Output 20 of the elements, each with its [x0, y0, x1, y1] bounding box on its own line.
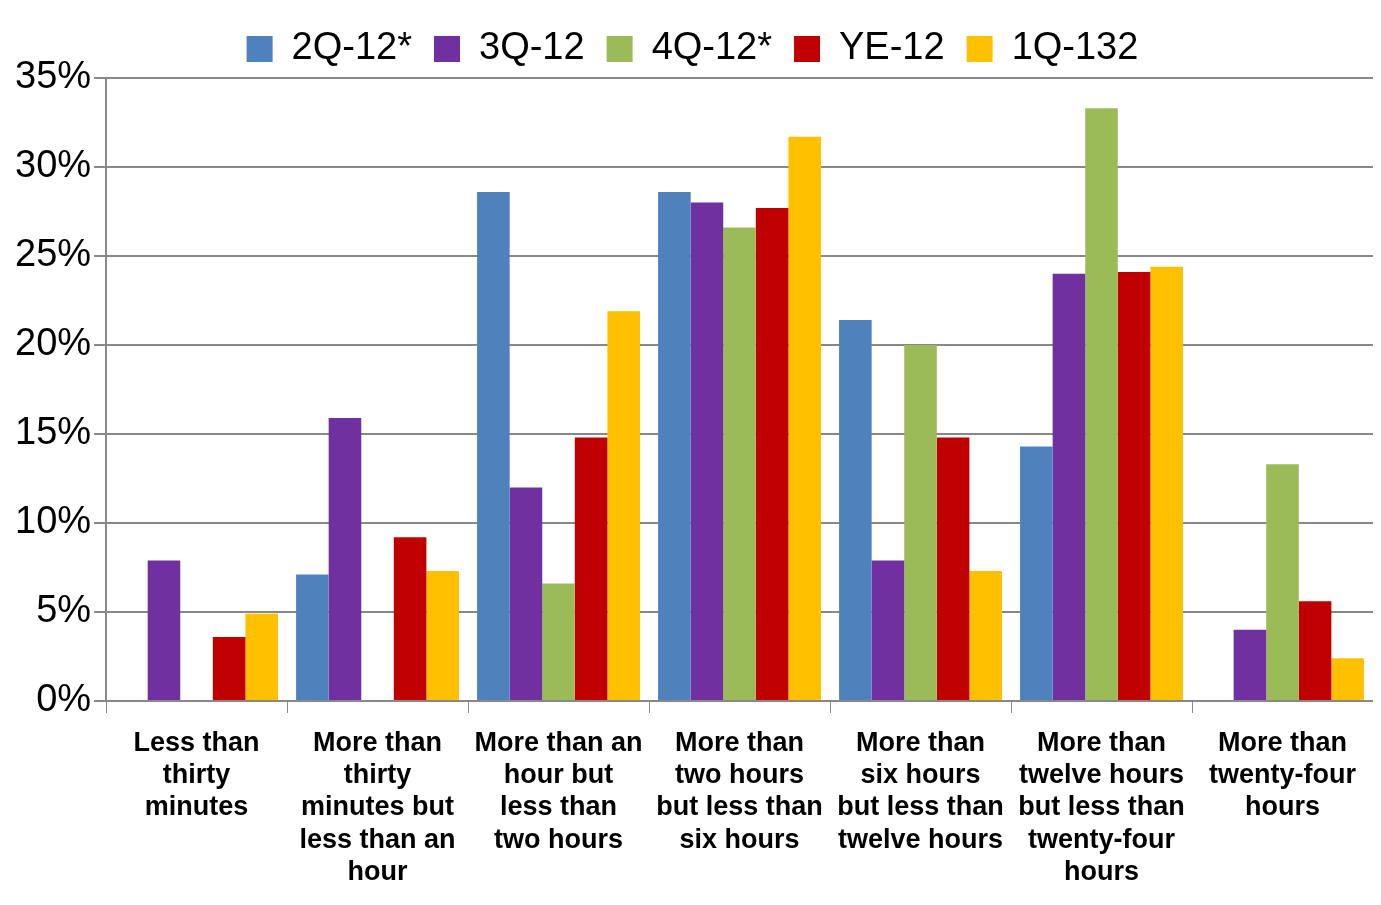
- y-tick-label: 20%: [14, 321, 92, 364]
- y-tick-label: 25%: [14, 232, 92, 275]
- y-tick-label: 15%: [14, 410, 92, 453]
- y-tick-label: 10%: [14, 499, 92, 542]
- x-tick-label: More than twelve hours but less than twenty-four hours: [1018, 726, 1185, 887]
- y-tick-label: 5%: [36, 588, 92, 631]
- y-tick-label: 0%: [36, 677, 92, 720]
- x-tick-label: Less than thirty minutes: [133, 726, 260, 822]
- legend-label: 3Q-12: [479, 25, 585, 68]
- x-tick-label: More than an hour but less than two hours: [474, 726, 643, 854]
- y-tick-label: 30%: [14, 143, 92, 186]
- legend-label: 1Q-132: [1011, 25, 1139, 68]
- x-tick-label: More than twenty-four hours: [1209, 726, 1357, 822]
- y-tick-label: 35%: [14, 54, 92, 97]
- legend-label: YE-12: [839, 25, 945, 68]
- x-tick-label: More than two hours but less than six hours: [656, 726, 823, 854]
- legend-label: 4Q-12*: [651, 25, 773, 68]
- legend-label: 2Q-12*: [291, 25, 413, 68]
- x-tick-label: More than thirty minutes but less than an hour: [299, 726, 456, 887]
- x-tick-label: More than six hours but less than twelve hours: [837, 726, 1004, 854]
